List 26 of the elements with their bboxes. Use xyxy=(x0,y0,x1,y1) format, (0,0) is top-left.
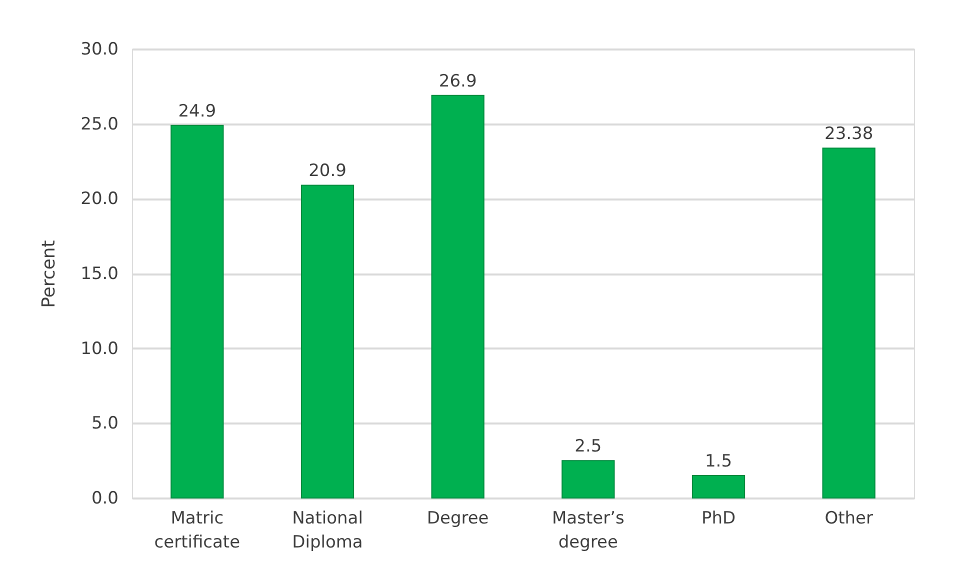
bar xyxy=(170,124,224,498)
data-label: 20.9 xyxy=(308,161,346,182)
bar xyxy=(431,94,484,498)
data-label: 1.5 xyxy=(704,452,732,472)
y-tick-label: 30.0 xyxy=(80,40,118,60)
data-label: 24.9 xyxy=(178,101,216,122)
x-tick-label: Degree xyxy=(426,508,489,528)
x-tick-label: Matric certificate xyxy=(154,508,240,552)
x-tick-label: Master’s degree xyxy=(552,508,624,552)
bar xyxy=(562,460,615,498)
data-label: 2.5 xyxy=(574,436,602,457)
y-tick-label: 20.0 xyxy=(80,189,118,210)
data-label: 26.9 xyxy=(438,71,477,92)
y-tick-label: 0.0 xyxy=(91,488,118,508)
x-tick-label: PhD xyxy=(701,508,736,528)
bar xyxy=(822,148,876,498)
x-tick-label: Other xyxy=(824,508,873,528)
data-label: 23.38 xyxy=(824,124,874,144)
bar xyxy=(692,475,746,498)
y-tick-label: 25.0 xyxy=(80,114,118,134)
bar xyxy=(300,184,354,498)
y-axis-title: Percent xyxy=(38,240,60,308)
y-tick-label: 5.0 xyxy=(91,414,118,434)
y-tick-label: 15.0 xyxy=(80,264,118,284)
y-tick-label: 10.0 xyxy=(80,338,118,359)
x-tick-label: National Diploma xyxy=(292,508,363,552)
